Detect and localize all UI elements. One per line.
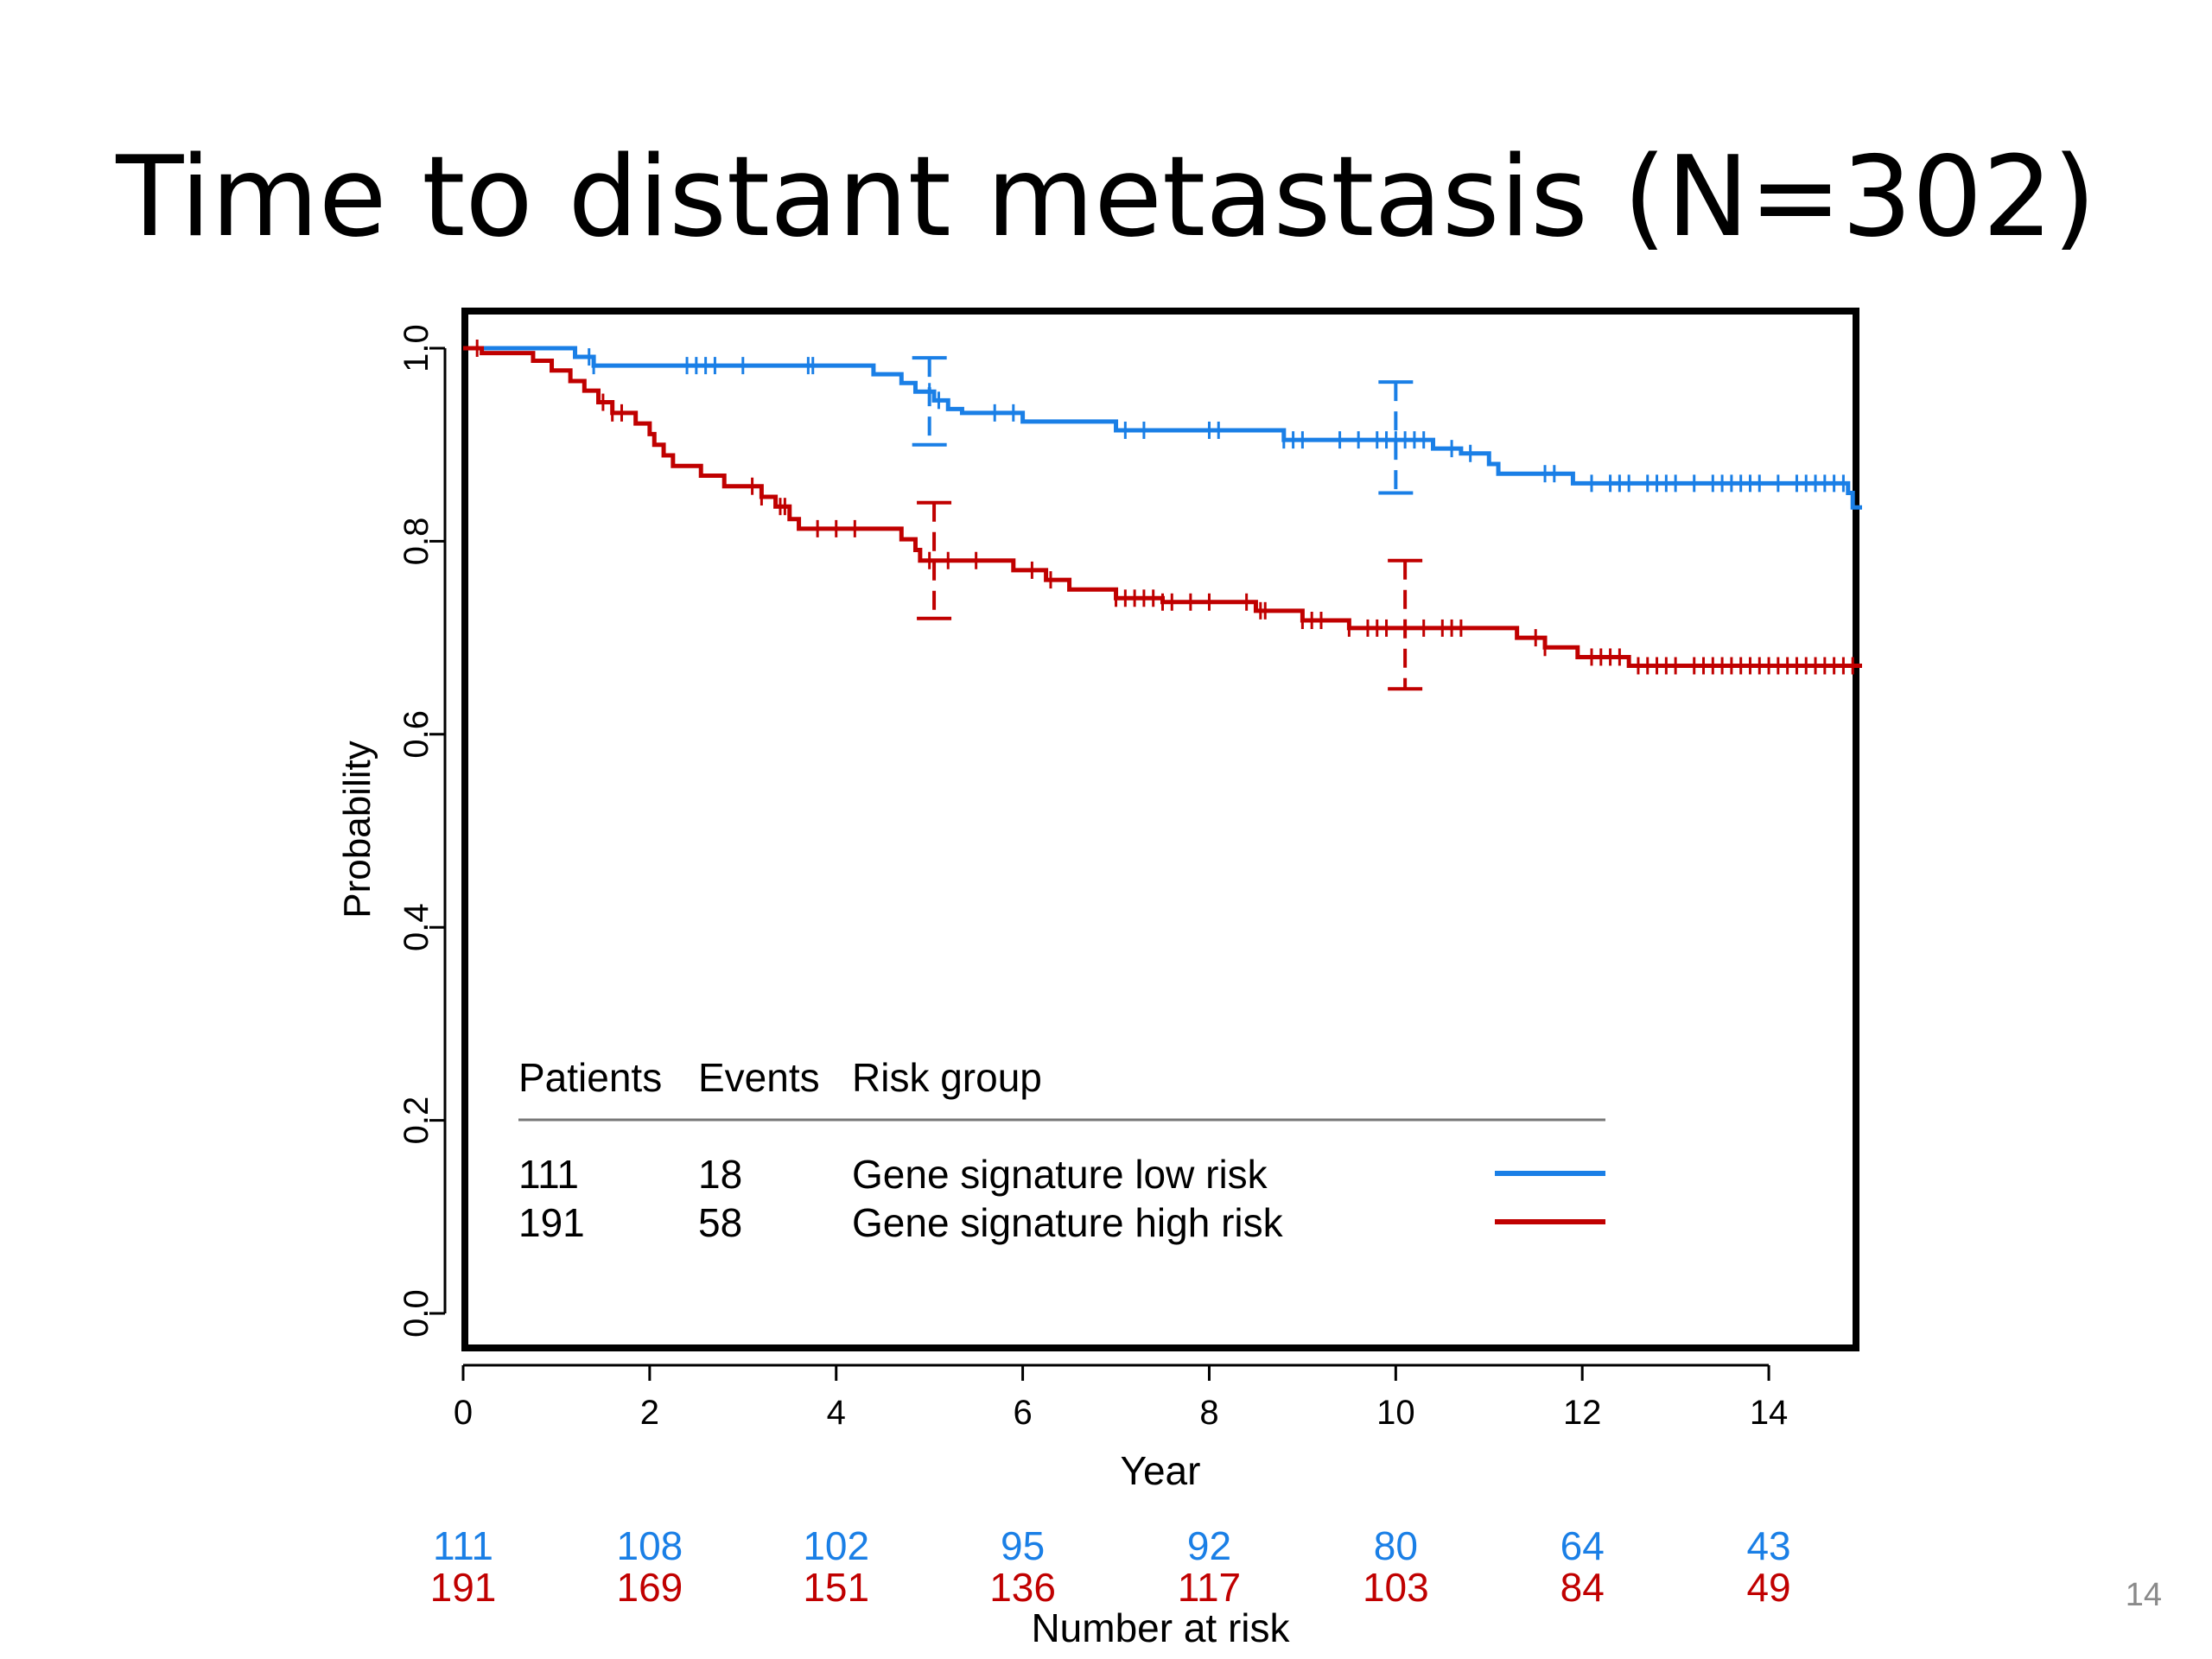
axes: 0 2 4 6 8 10 12 14 Year 0.0 0.2 0.4 0.6 0.8 1.0 Probabi… xyxy=(336,308,1859,1493)
at-risk-high: 49 xyxy=(1746,1565,1790,1610)
at-risk-label: Number at risk xyxy=(1031,1605,1290,1650)
y-axis-label: Probability xyxy=(336,741,378,918)
km-curve xyxy=(463,346,1862,668)
x-tick-label: 8 xyxy=(1199,1394,1218,1432)
slide-title: Time to distant metastasis (N=302) xyxy=(116,133,2096,262)
y-tick-label: 0.6 xyxy=(397,710,435,759)
legend-label: Gene signature high risk xyxy=(852,1200,1284,1245)
x-axis-label: Year xyxy=(1121,1448,1201,1493)
x-tick-label: 6 xyxy=(1013,1394,1032,1432)
legend-header: Events xyxy=(698,1055,820,1100)
x-tick-label: 14 xyxy=(1750,1394,1789,1432)
at-risk-low: 95 xyxy=(1001,1523,1045,1568)
legend-patients: 111 xyxy=(518,1152,579,1197)
at-risk-high: 151 xyxy=(803,1565,869,1610)
at-risk-low: 108 xyxy=(616,1523,683,1568)
legend-label: Gene signature low risk xyxy=(852,1152,1268,1197)
at-risk-high: 169 xyxy=(616,1565,683,1610)
km-curve xyxy=(463,346,1862,510)
legend-events: 18 xyxy=(698,1152,742,1197)
plot-frame xyxy=(461,308,1859,1351)
y-tick-label: 0.8 xyxy=(397,518,435,566)
at-risk-low: 92 xyxy=(1187,1523,1231,1568)
page-number: 14 xyxy=(2125,1577,2162,1613)
at-risk-high: 117 xyxy=(1178,1565,1241,1610)
y-tick-label: 0.4 xyxy=(397,903,435,951)
at-risk-high: 84 xyxy=(1560,1565,1605,1610)
legend-patients: 191 xyxy=(518,1200,585,1245)
x-tick-label: 12 xyxy=(1563,1394,1602,1432)
series-low-risk xyxy=(463,346,1862,510)
series-layer xyxy=(463,340,1862,691)
y-tick-label: 1.0 xyxy=(397,324,435,372)
x-tick-label: 4 xyxy=(827,1394,846,1432)
at-risk-low: 102 xyxy=(803,1523,869,1568)
series-high-risk xyxy=(463,340,1862,691)
at-risk-low: 43 xyxy=(1746,1523,1790,1568)
y-tick-label: 0.2 xyxy=(397,1096,435,1145)
legend-events: 58 xyxy=(698,1200,742,1245)
x-tick-label: 2 xyxy=(640,1394,659,1432)
at-risk-high: 136 xyxy=(989,1565,1056,1610)
at-risk-low: 80 xyxy=(1374,1523,1418,1568)
at-risk-high: 191 xyxy=(430,1565,497,1610)
x-tick-label: 10 xyxy=(1376,1394,1415,1432)
legend-header: Patients xyxy=(518,1055,662,1100)
at-risk-low: 111 xyxy=(433,1523,493,1568)
x-tick-label: 0 xyxy=(454,1394,473,1432)
legend-header: Risk group xyxy=(852,1055,1042,1100)
y-tick-label: 0.0 xyxy=(397,1289,435,1338)
at-risk-low: 64 xyxy=(1560,1523,1605,1568)
at-risk-high: 103 xyxy=(1363,1565,1429,1610)
legend: Patients Events Risk group 111 18 Gene signat… xyxy=(518,1055,1605,1245)
